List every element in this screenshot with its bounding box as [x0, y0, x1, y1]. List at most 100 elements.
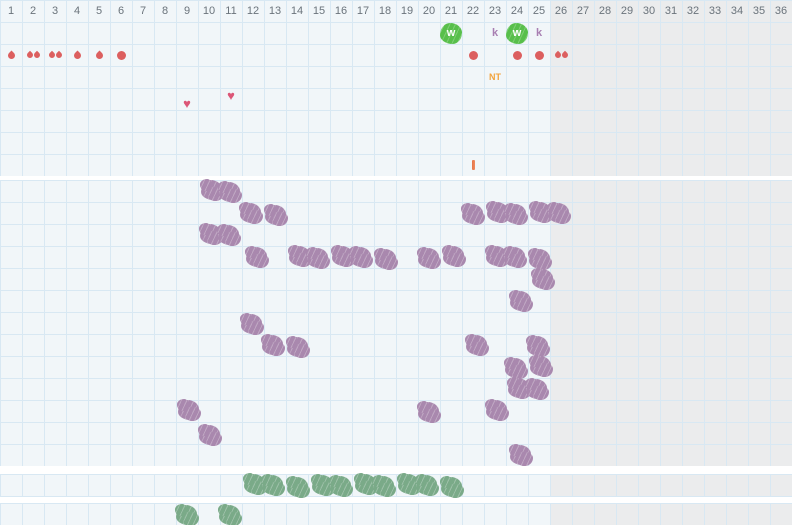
heart-icon[interactable]: ♥ [220, 84, 242, 106]
scribble-shape [525, 335, 550, 357]
w-letter: w [446, 26, 456, 39]
purple-scribble-icon[interactable] [348, 246, 373, 268]
green-row-section-a[interactable] [0, 473, 792, 498]
column-header: 36 [774, 5, 788, 17]
scribble-shape [260, 474, 285, 496]
purple-scribble-icon[interactable] [528, 355, 553, 377]
w-letter: w [512, 26, 522, 39]
k-letter: k [491, 26, 499, 39]
green-scribble-icon[interactable] [439, 476, 464, 498]
nt-label[interactable]: NT [484, 66, 506, 88]
green-row-section-b[interactable] [0, 503, 792, 525]
purple-scribble-icon[interactable] [197, 424, 222, 446]
dot-icon[interactable] [462, 44, 484, 66]
purple-scribble-icon[interactable] [305, 247, 330, 269]
column-header: 22 [466, 5, 480, 17]
purple-scribble-icon[interactable] [528, 201, 553, 223]
scribble-shape [260, 334, 285, 356]
heart-glyph: ♥ [227, 87, 235, 103]
i-bar-shape [471, 160, 475, 170]
scribble-shape [416, 401, 441, 423]
column-header: 23 [488, 5, 502, 17]
purple-scribble-icon[interactable] [216, 224, 241, 246]
double-droplet-icon[interactable] [550, 44, 572, 66]
green-scribble-icon[interactable] [310, 474, 335, 496]
purple-scribble-icon[interactable] [460, 203, 485, 225]
purple-scribble-icon[interactable] [484, 245, 509, 267]
column-header: 1 [7, 5, 15, 17]
purple-scribble-icon[interactable] [416, 401, 441, 423]
purple-scribble-icon[interactable] [484, 399, 509, 421]
purple-scribble-icon[interactable] [503, 203, 528, 225]
scribble-shape [503, 357, 528, 379]
column-header: 11 [225, 5, 237, 17]
purple-scribble-icon[interactable] [502, 246, 527, 268]
purple-scribble-icon[interactable] [260, 334, 285, 356]
calendar-top-section[interactable]: 1 2 3 4 5 6 7 8 9 10 11 12 13 14 15 16 17 18 19 20 21 22 23 24 2… [0, 0, 792, 176]
purple-scribble-icon[interactable] [263, 204, 288, 226]
scribble-shape [508, 290, 533, 312]
droplet-shape [553, 50, 562, 60]
column-header: 5 [95, 5, 103, 17]
purple-scribble-icon[interactable] [238, 202, 263, 224]
column-header: 18 [378, 5, 392, 17]
scribble-shape [528, 355, 553, 377]
purple-scribble-icon[interactable] [464, 334, 489, 356]
scribble-shape [263, 204, 288, 226]
dot-icon[interactable] [110, 44, 132, 66]
scribble-shape [176, 399, 201, 421]
green-scribble-icon[interactable] [174, 504, 199, 525]
purple-scribble-icon[interactable] [546, 202, 571, 224]
purple-scribble-icon[interactable] [527, 248, 552, 270]
column-header: 26 [554, 5, 568, 17]
column-header: 28 [598, 5, 612, 17]
purple-scribble-icon[interactable] [441, 245, 466, 267]
droplet-icon[interactable] [0, 44, 22, 66]
column-header: 16 [334, 5, 348, 17]
purple-scribble-icon[interactable] [239, 313, 264, 335]
scribble-shape [528, 201, 553, 223]
droplet-shape [94, 50, 104, 60]
dot-icon[interactable] [528, 44, 550, 66]
purple-scribble-icon[interactable] [530, 268, 555, 290]
scribble-shape [502, 246, 527, 268]
column-header: 19 [400, 5, 414, 17]
green-scribble-icon[interactable] [414, 474, 439, 496]
purple-scribble-icon[interactable] [525, 335, 550, 357]
purple-scribble-icon[interactable] [285, 336, 310, 358]
k-label[interactable]: k [484, 22, 506, 44]
column-header: 29 [620, 5, 634, 17]
column-header: 9 [183, 5, 191, 17]
k-label[interactable]: k [528, 22, 550, 44]
purple-scribble-icon[interactable] [244, 246, 269, 268]
double-droplet-icon[interactable] [44, 44, 66, 66]
w-scribble-icon[interactable]: w [506, 22, 530, 45]
i-bar-icon[interactable] [462, 154, 484, 176]
scribble-shape: w [440, 22, 464, 45]
purple-scribble-icon[interactable] [508, 290, 533, 312]
droplet-icon[interactable] [88, 44, 110, 66]
green-scribble-icon[interactable] [260, 474, 285, 496]
purple-scribble-icon[interactable] [217, 181, 242, 203]
w-scribble-icon[interactable]: w [440, 22, 464, 45]
dot-icon[interactable] [506, 44, 528, 66]
green-scribble-icon[interactable] [217, 504, 242, 525]
double-droplet-icon[interactable] [22, 44, 44, 66]
main-grid-section[interactable] [0, 179, 792, 466]
purple-scribble-icon[interactable] [416, 247, 441, 269]
heart-icon[interactable]: ♥ [176, 92, 198, 114]
purple-scribble-icon[interactable] [373, 248, 398, 270]
green-scribble-icon[interactable] [328, 475, 353, 497]
droplet-shape [6, 50, 16, 60]
droplet-icon[interactable] [66, 44, 88, 66]
green-scribble-icon[interactable] [371, 475, 396, 497]
label-text: NT [489, 71, 501, 82]
scribble-shape [484, 399, 509, 421]
scribble-shape [239, 313, 264, 335]
scribble-shape [484, 245, 509, 267]
purple-scribble-icon[interactable] [524, 378, 549, 400]
purple-scribble-icon[interactable] [176, 399, 201, 421]
purple-scribble-icon[interactable] [503, 357, 528, 379]
purple-scribble-icon[interactable] [508, 444, 533, 466]
green-scribble-icon[interactable] [285, 476, 310, 498]
